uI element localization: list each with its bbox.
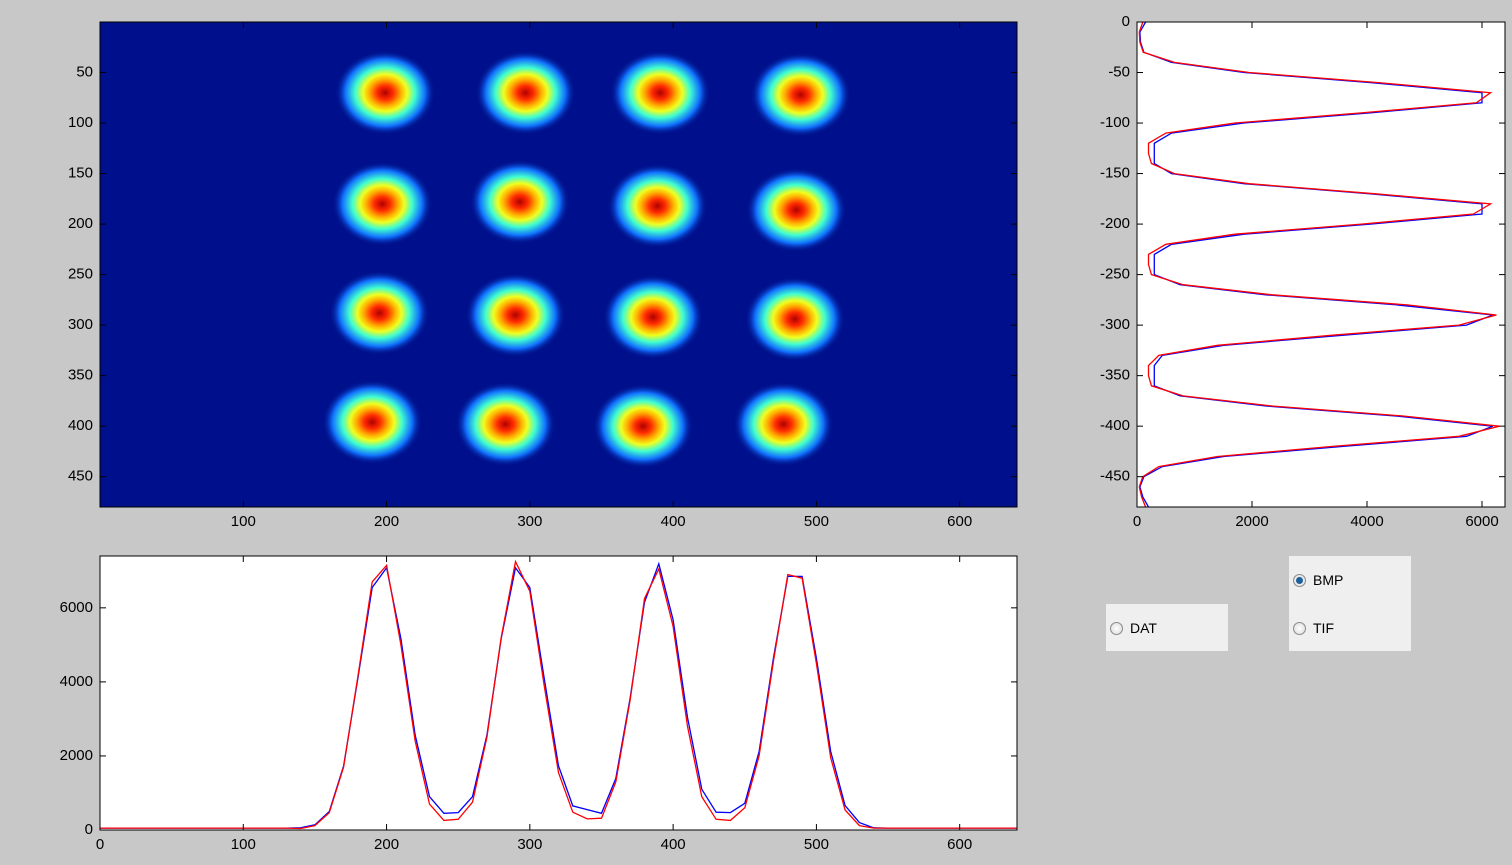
x-tick-label: 4000 bbox=[1350, 513, 1383, 530]
axes-frame bbox=[99, 21, 1018, 508]
y-tick-label: 100 bbox=[68, 114, 93, 131]
y-tick-label: 4000 bbox=[60, 673, 93, 690]
spot bbox=[469, 159, 570, 244]
radio-indicator[interactable] bbox=[1293, 621, 1306, 635]
x-tick-label: 200 bbox=[374, 513, 399, 530]
spot bbox=[465, 273, 566, 358]
radio-label[interactable]: TIF bbox=[1313, 620, 1334, 636]
spot bbox=[335, 50, 436, 135]
x-tick-label: 0 bbox=[1133, 513, 1141, 530]
x-tick-label: 400 bbox=[661, 836, 686, 853]
x-tick-label: 500 bbox=[804, 513, 829, 530]
plot-area bbox=[100, 559, 1017, 830]
x-tick-label: 400 bbox=[661, 513, 686, 530]
y-tick-label: 6000 bbox=[60, 599, 93, 616]
y-tick-label: 2000 bbox=[60, 747, 93, 764]
y-tick-label: 250 bbox=[68, 266, 93, 283]
x-tick-label: 6000 bbox=[1465, 513, 1498, 530]
y-tick-label: 400 bbox=[68, 417, 93, 434]
plot-area bbox=[322, 50, 851, 469]
radio-indicator[interactable] bbox=[1293, 573, 1306, 587]
x-tick-label: 600 bbox=[947, 513, 972, 530]
spot bbox=[733, 382, 834, 467]
series-line bbox=[100, 559, 1017, 830]
axes-background bbox=[100, 556, 1017, 830]
radio-button[interactable]: TIF bbox=[1293, 620, 1334, 636]
x-tick-label: 0 bbox=[96, 836, 104, 853]
radio-button[interactable]: DAT bbox=[1110, 620, 1157, 636]
y-tick-label: 0 bbox=[1122, 13, 1130, 30]
x-tick-label: 300 bbox=[517, 513, 542, 530]
y-tick-label: -300 bbox=[1100, 316, 1130, 333]
axes-frame bbox=[99, 555, 1018, 831]
y-tick-label: -150 bbox=[1100, 165, 1130, 182]
y-tick-label: 450 bbox=[68, 468, 93, 485]
spot bbox=[607, 163, 708, 248]
radio-label[interactable]: BMP bbox=[1313, 572, 1344, 588]
axes: 100 200 300 400 500 600 50 100 150 200 250 300 350 40… bbox=[68, 21, 1018, 530]
x-tick-label: 100 bbox=[231, 513, 256, 530]
y-tick-label: 0 bbox=[85, 821, 93, 838]
y-tick-label: -50 bbox=[1108, 63, 1130, 80]
x-tick-label: 300 bbox=[517, 836, 542, 853]
spot bbox=[750, 52, 851, 137]
y-tick-label: -250 bbox=[1100, 266, 1130, 283]
y-tick-label: -100 bbox=[1100, 114, 1130, 131]
spot bbox=[610, 50, 711, 135]
y-tick-label: -450 bbox=[1100, 468, 1130, 485]
x-tick-label: 600 bbox=[947, 836, 972, 853]
axes-frame bbox=[1136, 21, 1506, 508]
radio-button[interactable]: BMP bbox=[1293, 572, 1343, 588]
spot bbox=[603, 275, 704, 360]
spot bbox=[744, 277, 845, 362]
y-tick-label: 50 bbox=[76, 63, 93, 80]
radio-label[interactable]: DAT bbox=[1130, 620, 1157, 636]
y-tick-label: -350 bbox=[1100, 367, 1130, 384]
spot bbox=[322, 380, 423, 465]
y-tick-label: -200 bbox=[1100, 215, 1130, 232]
axes-background bbox=[1137, 22, 1505, 507]
dat-panel bbox=[1106, 604, 1228, 651]
spot bbox=[455, 382, 556, 467]
x-tick-label: 2000 bbox=[1235, 513, 1268, 530]
spot bbox=[593, 384, 694, 469]
y-tick-label: 200 bbox=[68, 215, 93, 232]
format-panel bbox=[1289, 556, 1411, 651]
axes: 0 2000 4000 6000 0 -50 -100 -150 -200 -250 -300 -35… bbox=[1100, 13, 1506, 530]
spot bbox=[332, 161, 433, 246]
y-tick-label: 350 bbox=[68, 367, 93, 384]
radio-indicator[interactable] bbox=[1110, 621, 1123, 635]
x-tick-label: 200 bbox=[374, 836, 399, 853]
x-tick-label: 500 bbox=[804, 836, 829, 853]
y-tick-label: 150 bbox=[68, 165, 93, 182]
x-tick-label: 100 bbox=[231, 836, 256, 853]
spot bbox=[329, 271, 430, 355]
spot bbox=[746, 167, 847, 252]
series-line bbox=[1139, 22, 1494, 507]
y-tick-label: -400 bbox=[1100, 417, 1130, 434]
y-tick-label: 300 bbox=[68, 316, 93, 333]
spot bbox=[475, 50, 576, 135]
